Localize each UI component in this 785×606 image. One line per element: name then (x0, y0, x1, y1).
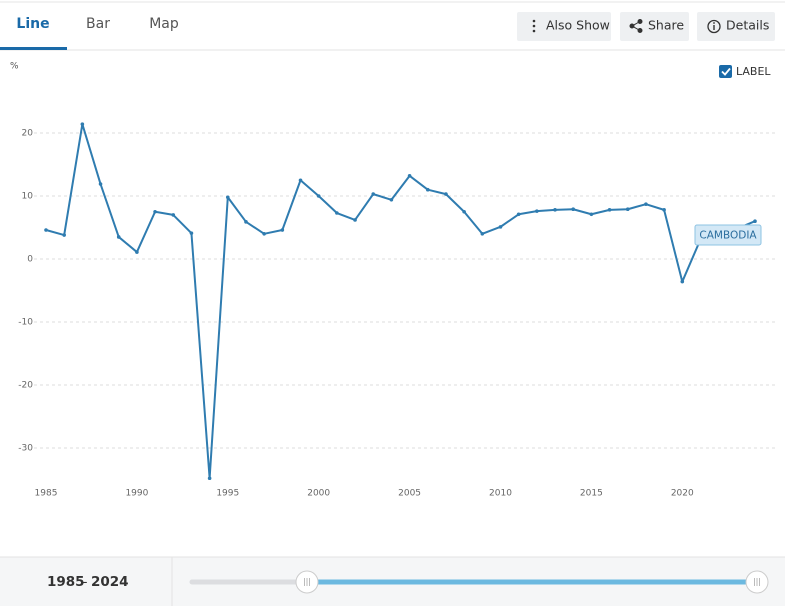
tab-label[interactable]: Bar (86, 16, 110, 32)
x-tick-label: 1990 (125, 489, 148, 499)
tab-label[interactable]: Line (16, 16, 49, 32)
series-label-box (694, 224, 762, 246)
data-point (135, 250, 139, 254)
data-point (244, 220, 248, 224)
data-point (444, 192, 448, 196)
data-point (116, 235, 121, 239)
data-point (589, 212, 594, 217)
data-point (189, 231, 194, 235)
kebab-icon (532, 19, 536, 33)
button-bg[interactable] (620, 12, 689, 41)
button-bg[interactable] (517, 12, 611, 41)
data-point (407, 174, 412, 178)
info-icon (707, 19, 721, 34)
y-tick-label: -10 (18, 318, 33, 328)
handle-grip (304, 578, 310, 586)
info-icon-dot (713, 22, 715, 24)
checkbox[interactable] (719, 65, 732, 78)
data-point (535, 209, 539, 213)
data-point (62, 233, 66, 237)
data-point (571, 207, 576, 212)
tab-underline (0, 47, 67, 50)
plot: -30 -20 -10 0 10 20 1985 1990 1995 2000 2005 2010 20… (18, 122, 775, 499)
data-point (225, 195, 230, 200)
x-tick-label: 2005 (398, 489, 421, 499)
series-line (45, 123, 756, 480)
data-point (353, 218, 357, 222)
share-icon (629, 19, 643, 33)
tab-label[interactable]: Map (149, 16, 179, 32)
data-point (625, 207, 630, 212)
data-point (98, 182, 103, 186)
slider-handle[interactable] (745, 570, 769, 594)
x-tick-label: 2010 (489, 489, 512, 499)
data-point (680, 279, 685, 284)
y-tick-label: 0 (27, 255, 33, 265)
data-point (316, 194, 321, 198)
data-point (425, 187, 430, 192)
tab[interactable]: Line (0, 16, 67, 50)
x-tick-label: 2000 (307, 489, 330, 499)
x-tick-label: 2015 (580, 489, 603, 499)
range-end: 2024 (91, 574, 129, 590)
y-tick-label: 20 (22, 129, 34, 139)
checkmark (721, 67, 731, 76)
button-label[interactable]: Share (648, 18, 684, 33)
data-point (662, 208, 666, 212)
button[interactable]: Also Show (517, 12, 611, 41)
data-point (171, 213, 176, 217)
data-point (80, 122, 85, 126)
button[interactable]: Details (697, 12, 775, 41)
button-bg[interactable] (697, 12, 775, 41)
data-point (207, 476, 212, 481)
handle-grip (754, 578, 760, 586)
button[interactable]: Share (620, 12, 689, 41)
button-label[interactable]: Details (726, 18, 769, 33)
data-point (335, 211, 339, 215)
series-label-text: CAMBODIA (699, 230, 757, 242)
data-point (462, 209, 466, 214)
data-point (280, 228, 285, 232)
data-point (644, 202, 648, 206)
data-point (371, 192, 376, 196)
data-point (153, 209, 157, 214)
slider-handle[interactable] (295, 570, 319, 594)
data-point (553, 208, 557, 212)
y-tick-label: -20 (18, 381, 33, 391)
range-separator: - (83, 574, 88, 590)
data-point (298, 178, 303, 183)
x-tick-label: 1985 (35, 489, 58, 499)
data-point (498, 225, 503, 229)
y-tick-label: -30 (18, 444, 33, 454)
data-point (480, 232, 485, 236)
x-tick-label: 2020 (671, 489, 694, 499)
button-label[interactable]: Also Show (546, 18, 610, 33)
data-point (262, 232, 266, 236)
data-point (44, 228, 48, 232)
data-point (389, 197, 394, 202)
label-toggle[interactable]: LABEL (719, 65, 771, 78)
checkbox-label[interactable]: LABEL (736, 65, 771, 78)
y-axis-label: % (10, 62, 19, 72)
x-tick-label: 1995 (216, 489, 239, 499)
series-label: CAMBODIA (694, 224, 762, 246)
data-point (753, 219, 757, 223)
data-point (607, 208, 612, 212)
range-start: 1985 (47, 574, 85, 590)
data-point (516, 212, 521, 217)
y-tick-label: 10 (22, 192, 34, 202)
